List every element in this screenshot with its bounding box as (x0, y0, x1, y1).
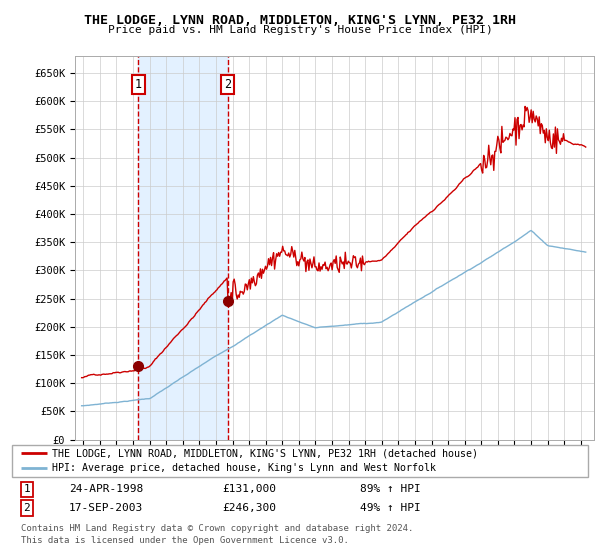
Text: 24-APR-1998: 24-APR-1998 (69, 484, 143, 494)
Text: 2: 2 (224, 78, 232, 91)
Text: Price paid vs. HM Land Registry's House Price Index (HPI): Price paid vs. HM Land Registry's House … (107, 25, 493, 35)
Text: £131,000: £131,000 (222, 484, 276, 494)
Text: 17-SEP-2003: 17-SEP-2003 (69, 503, 143, 513)
Bar (138, 56, 228, 440)
Text: 49% ↑ HPI: 49% ↑ HPI (360, 503, 421, 513)
Text: 2: 2 (23, 503, 31, 513)
Text: This data is licensed under the Open Government Licence v3.0.: This data is licensed under the Open Gov… (21, 536, 349, 545)
Text: THE LODGE, LYNN ROAD, MIDDLETON, KING'S LYNN, PE32 1RH (detached house): THE LODGE, LYNN ROAD, MIDDLETON, KING'S … (52, 449, 478, 459)
Text: Contains HM Land Registry data © Crown copyright and database right 2024.: Contains HM Land Registry data © Crown c… (21, 524, 413, 533)
Text: £246,300: £246,300 (222, 503, 276, 513)
Text: THE LODGE, LYNN ROAD, MIDDLETON, KING'S LYNN, PE32 1RH: THE LODGE, LYNN ROAD, MIDDLETON, KING'S … (84, 14, 516, 27)
Text: HPI: Average price, detached house, King's Lynn and West Norfolk: HPI: Average price, detached house, King… (52, 463, 436, 473)
Text: 1: 1 (134, 78, 142, 91)
Text: 1: 1 (23, 484, 31, 494)
Text: 89% ↑ HPI: 89% ↑ HPI (360, 484, 421, 494)
FancyBboxPatch shape (12, 445, 588, 477)
